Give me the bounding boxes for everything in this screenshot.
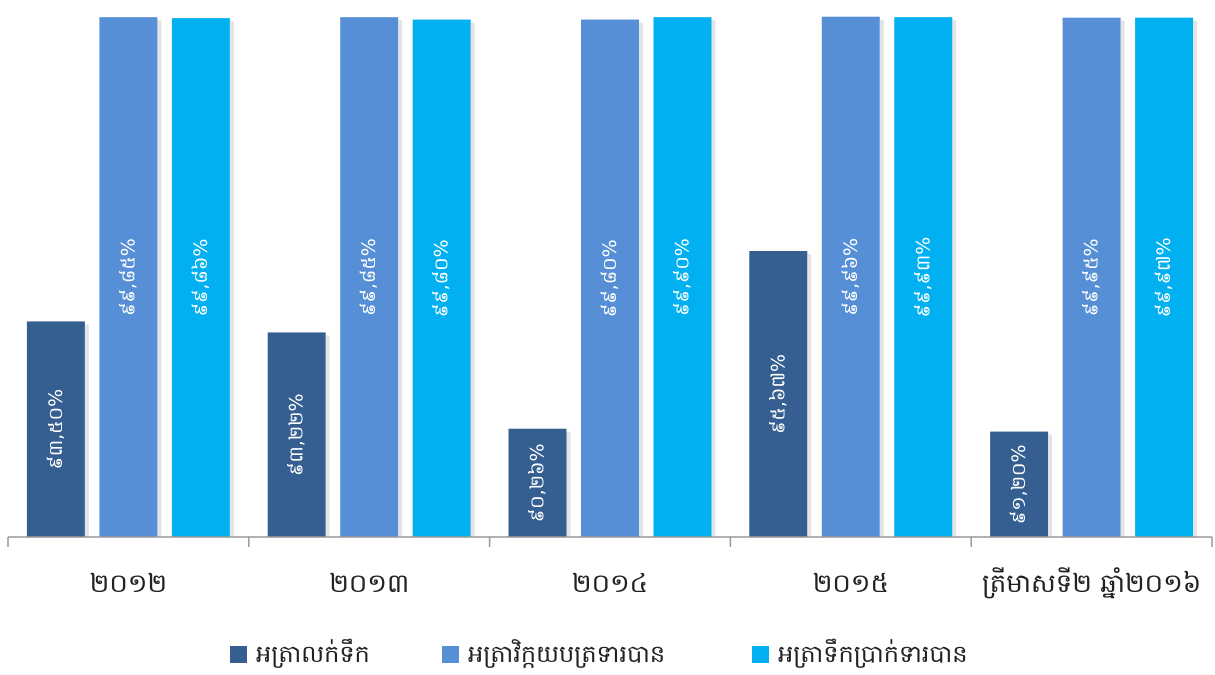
legend-label: អត្រាវិក្កយបត្រទារបាន <box>468 639 665 668</box>
bar-data-label: ៩៩,៨០% <box>431 239 453 317</box>
x-tick-label: ត្រីមាសទី២ ឆ្នាំ២០១៦ <box>982 567 1201 599</box>
bar <box>990 431 1049 537</box>
legend-label: អត្រាទឹកប្រាក់ទារបាន <box>778 638 968 668</box>
bar-data-label: ៩៩,៩៧% <box>1153 237 1175 317</box>
x-tick-label: ២០១៣ <box>329 569 409 599</box>
x-axis-labels: ២០១២ ២០១៣ ២០១៤ ២០១៥ ត្រីមាសទី២ ឆ្នាំ២០១៦ <box>90 567 1201 599</box>
bar-shadow <box>229 21 234 538</box>
legend-label: អត្រាលក់ទឹក <box>256 638 370 668</box>
bar-data-label: ៩៩,៩០% <box>672 238 694 316</box>
bar-data-label: ៩៣,៥០% <box>45 389 67 470</box>
bar-shadow <box>639 22 643 538</box>
x-tick-label: ២០១៤ <box>572 569 648 599</box>
bar <box>894 17 953 538</box>
bars-group <box>26 16 1198 538</box>
bar <box>821 16 880 537</box>
bar <box>1135 17 1194 537</box>
bar <box>1062 17 1121 537</box>
bar-shadow <box>566 431 571 537</box>
bar-data-label: ៩៣,២២% <box>286 393 308 476</box>
bar-data-label: ៩៩,៩៣% <box>912 237 934 318</box>
bar-shadow <box>398 20 403 538</box>
bar <box>749 250 808 537</box>
legend-swatch <box>230 646 247 663</box>
legend: អត្រាលក់ទឹក អត្រាវិក្កយបត្រទារបាន អត្រាទឹក… <box>230 638 968 668</box>
bar-data-label: ៩០,២៦% <box>527 443 549 522</box>
x-tick-label: ២០១៥ <box>813 569 889 599</box>
bar-shadow <box>1048 434 1053 537</box>
bar-data-label: ៩៩,៨៥% <box>117 238 139 316</box>
bar-data-label: ៩៩,៩៥% <box>1081 238 1103 316</box>
bar <box>412 19 471 538</box>
bar <box>99 17 158 538</box>
bar-shadow <box>952 20 957 538</box>
bar <box>508 428 567 537</box>
bar <box>581 19 639 538</box>
bar-shadow <box>807 253 812 537</box>
x-axis-ticks <box>7 537 1213 547</box>
bar-shadow <box>84 324 89 537</box>
bar-data-label: ៩៩,៩៦% <box>840 238 862 316</box>
bar-data-label: ៩៥,៦៧% <box>767 354 789 434</box>
bar-labels-group: ៩៣,៥០% ៩៩,៨៥% ៩៩,៨៦% ៩៣,២២% ៩៩,៨៥% ៩៩,៨០% ៩០,២… <box>45 237 1175 524</box>
bar-shadow <box>157 20 162 538</box>
bar <box>340 17 399 538</box>
bar-shadow <box>325 335 330 537</box>
bar-data-label: ៩១,២០% <box>1008 444 1030 524</box>
bar <box>171 18 230 538</box>
bar-shadow <box>470 22 475 538</box>
legend-swatch <box>752 646 769 663</box>
bar-data-label: ៩៩,៨៦% <box>190 239 212 317</box>
bar <box>26 321 85 537</box>
bar-shadow <box>1193 20 1198 537</box>
bar <box>267 332 326 537</box>
bar-shadow <box>879 19 884 537</box>
x-tick-label: ២០១២ <box>90 569 167 599</box>
bar-shadow <box>1120 20 1125 537</box>
bar-data-label: ៩៩,៨៥% <box>358 238 380 316</box>
legend-swatch <box>442 646 459 663</box>
bar <box>653 17 712 538</box>
bar-data-label: ៩៩,៨០% <box>599 239 621 317</box>
bar-shadow <box>711 20 716 538</box>
